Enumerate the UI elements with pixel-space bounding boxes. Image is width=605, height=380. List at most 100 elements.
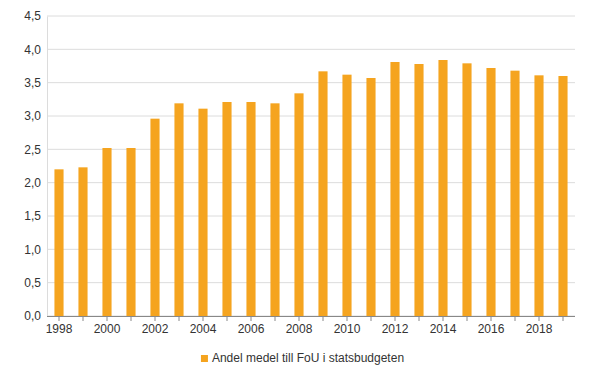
- x-tick-label: 2016: [478, 322, 505, 336]
- x-tick-mark: [203, 316, 204, 321]
- x-tick-mark: [371, 316, 372, 321]
- grid-line: [47, 282, 575, 283]
- x-tick: [131, 316, 132, 321]
- x-tick: [467, 316, 468, 321]
- x-tick-mark: [227, 316, 228, 321]
- x-tick: [515, 316, 516, 321]
- grid-line: [47, 16, 575, 17]
- x-tick-mark: [59, 316, 60, 321]
- x-tick-label: 2006: [238, 322, 265, 336]
- y-tick: 1,0: [24, 243, 47, 257]
- legend-label: Andel medel till FoU i statsbudgeten: [212, 351, 404, 365]
- y-tick: 4,0: [24, 43, 47, 57]
- bar: [342, 75, 351, 316]
- y-tick-label: 0,5: [24, 276, 41, 290]
- bar: [102, 148, 111, 316]
- grid-line: [47, 49, 575, 50]
- y-tick: 1,5: [24, 209, 47, 223]
- y-tick-label: 3,0: [24, 109, 41, 123]
- x-tick: 2010: [334, 316, 361, 336]
- x-tick-mark: [347, 316, 348, 321]
- grid-line: [47, 116, 575, 117]
- x-tick-mark: [395, 316, 396, 321]
- x-tick-label: 2004: [190, 322, 217, 336]
- x-tick: 2008: [286, 316, 313, 336]
- x-tick-mark: [323, 316, 324, 321]
- grid-line: [47, 182, 575, 183]
- x-tick-mark: [275, 316, 276, 321]
- x-tick-label: 2012: [382, 322, 409, 336]
- x-axis: 1998 2000 2002 2004 2006 2008 2010 2012 2014 2016…: [46, 316, 575, 336]
- legend: Andel medel till FoU i statsbudgeten: [201, 351, 404, 365]
- x-tick-label: 2008: [286, 322, 313, 336]
- y-tick: 3,5: [24, 76, 47, 90]
- x-tick: 2018: [526, 316, 553, 336]
- grid-line: [47, 82, 575, 83]
- x-tick: 2004: [190, 316, 217, 336]
- bar: [558, 76, 567, 316]
- x-tick: [275, 316, 276, 321]
- x-tick: [83, 316, 84, 321]
- x-tick: [323, 316, 324, 321]
- x-tick-mark: [467, 316, 468, 321]
- bar: [318, 71, 327, 316]
- bar: [126, 148, 135, 316]
- y-tick: 4,5: [24, 9, 47, 23]
- x-tick: [419, 316, 420, 321]
- y-tick: 2,5: [24, 143, 47, 157]
- x-tick-label: 2000: [94, 322, 121, 336]
- x-tick-mark: [131, 316, 132, 321]
- x-tick-mark: [179, 316, 180, 321]
- x-tick: 2006: [238, 316, 265, 336]
- x-tick: 1998: [46, 316, 73, 336]
- x-tick-mark: [83, 316, 84, 321]
- bars: [54, 60, 567, 316]
- x-tick-label: 2018: [526, 322, 553, 336]
- x-tick: 2000: [94, 316, 121, 336]
- bar: [414, 64, 423, 316]
- bar: [78, 167, 87, 316]
- y-tick-label: 2,0: [24, 176, 41, 190]
- y-tick-label: 0,0: [24, 309, 41, 323]
- y-tick: 0,0: [24, 309, 47, 323]
- y-axis-line: [47, 17, 48, 317]
- grid: [47, 16, 575, 316]
- x-tick-label: 2002: [142, 322, 169, 336]
- x-tick: [563, 316, 564, 321]
- y-tick-label: 4,5: [24, 9, 41, 23]
- chart: 0,0 0,5 1,0 1,5 2,0 2,5 3,0 3,5 4,0 4,5 1998 2000 20…: [0, 0, 605, 380]
- bar: [534, 75, 543, 316]
- x-tick-mark: [491, 316, 492, 321]
- x-tick: [179, 316, 180, 321]
- x-tick-mark: [155, 316, 156, 321]
- bar: [222, 102, 231, 316]
- y-tick-label: 1,0: [24, 243, 41, 257]
- x-tick: 2014: [430, 316, 457, 336]
- x-tick-mark: [539, 316, 540, 321]
- bar: [366, 78, 375, 316]
- y-tick: 3,0: [24, 109, 47, 123]
- bar: [438, 60, 447, 316]
- x-tick-label: 2014: [430, 322, 457, 336]
- x-tick-label: 2010: [334, 322, 361, 336]
- legend-item: Andel medel till FoU i statsbudgeten: [201, 351, 404, 365]
- x-tick: 2016: [478, 316, 505, 336]
- x-tick-mark: [563, 316, 564, 321]
- y-tick-label: 2,5: [24, 143, 41, 157]
- y-tick: 2,0: [24, 176, 47, 190]
- grid-line: [47, 249, 575, 250]
- bar: [54, 169, 63, 316]
- y-tick-label: 3,5: [24, 76, 41, 90]
- grid-line: [47, 316, 575, 317]
- y-tick-label: 1,5: [24, 209, 41, 223]
- x-axis-line: [47, 316, 575, 317]
- x-tick-mark: [515, 316, 516, 321]
- grid-line: [47, 216, 575, 217]
- x-tick-mark: [251, 316, 252, 321]
- bar: [150, 119, 159, 316]
- grid-line: [47, 149, 575, 150]
- y-axis: 0,0 0,5 1,0 1,5 2,0 2,5 3,0 3,5 4,0 4,5: [24, 9, 47, 323]
- bar: [246, 102, 255, 316]
- x-tick: [371, 316, 372, 321]
- x-tick-mark: [419, 316, 420, 321]
